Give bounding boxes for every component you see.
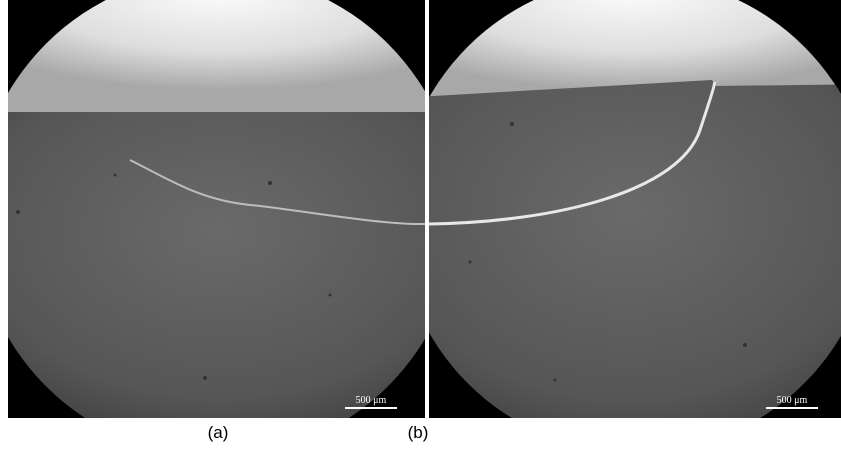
panel-label: (a): [208, 423, 229, 442]
scale-bar: [766, 407, 818, 409]
scale-bar-label: 500 μm: [777, 395, 808, 406]
panel-b-image: [429, 0, 841, 418]
scale-bar: [345, 407, 397, 409]
panel-a-image: [8, 0, 425, 418]
panel-label: (b): [408, 423, 429, 442]
scale-bar-label: 500 μm: [356, 395, 387, 406]
